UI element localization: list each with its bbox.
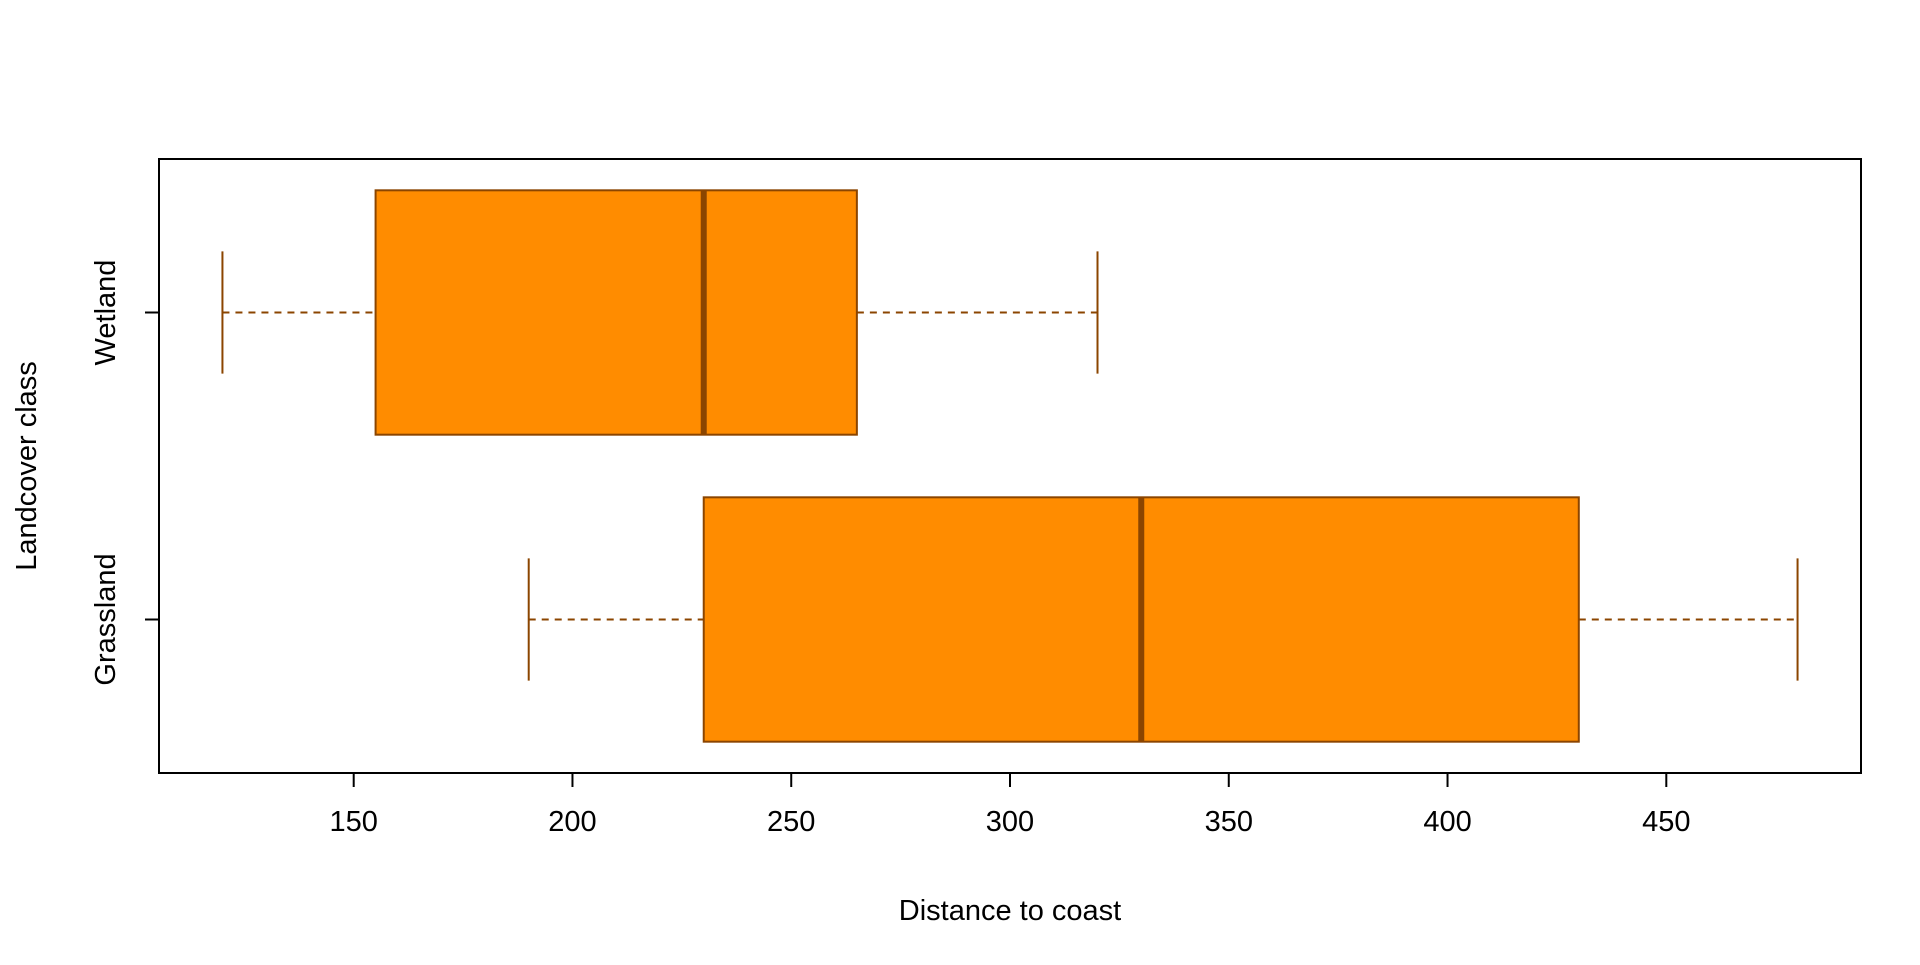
y-axis-title: Landcover class	[11, 361, 43, 571]
iqr-box	[374, 189, 858, 436]
box-wetland	[221, 189, 1099, 436]
x-axis-title: Distance to coast	[899, 895, 1121, 927]
x-tick-label: 400	[1423, 806, 1471, 838]
y-category-label: Wetland	[90, 260, 122, 366]
x-axis: 150 200 250 300 350 400 450	[330, 773, 1690, 838]
x-tick-label: 250	[767, 806, 815, 838]
y-axis: Grassland Wetland	[90, 260, 159, 686]
box-grassland	[527, 496, 1799, 743]
x-tick-label: 200	[548, 806, 596, 838]
boxes	[221, 189, 1799, 743]
y-category-label: Grassland	[90, 553, 122, 685]
x-tick-label: 350	[1205, 806, 1253, 838]
x-tick-label: 300	[986, 806, 1034, 838]
x-tick-label: 150	[330, 806, 378, 838]
x-tick-label: 450	[1642, 806, 1690, 838]
